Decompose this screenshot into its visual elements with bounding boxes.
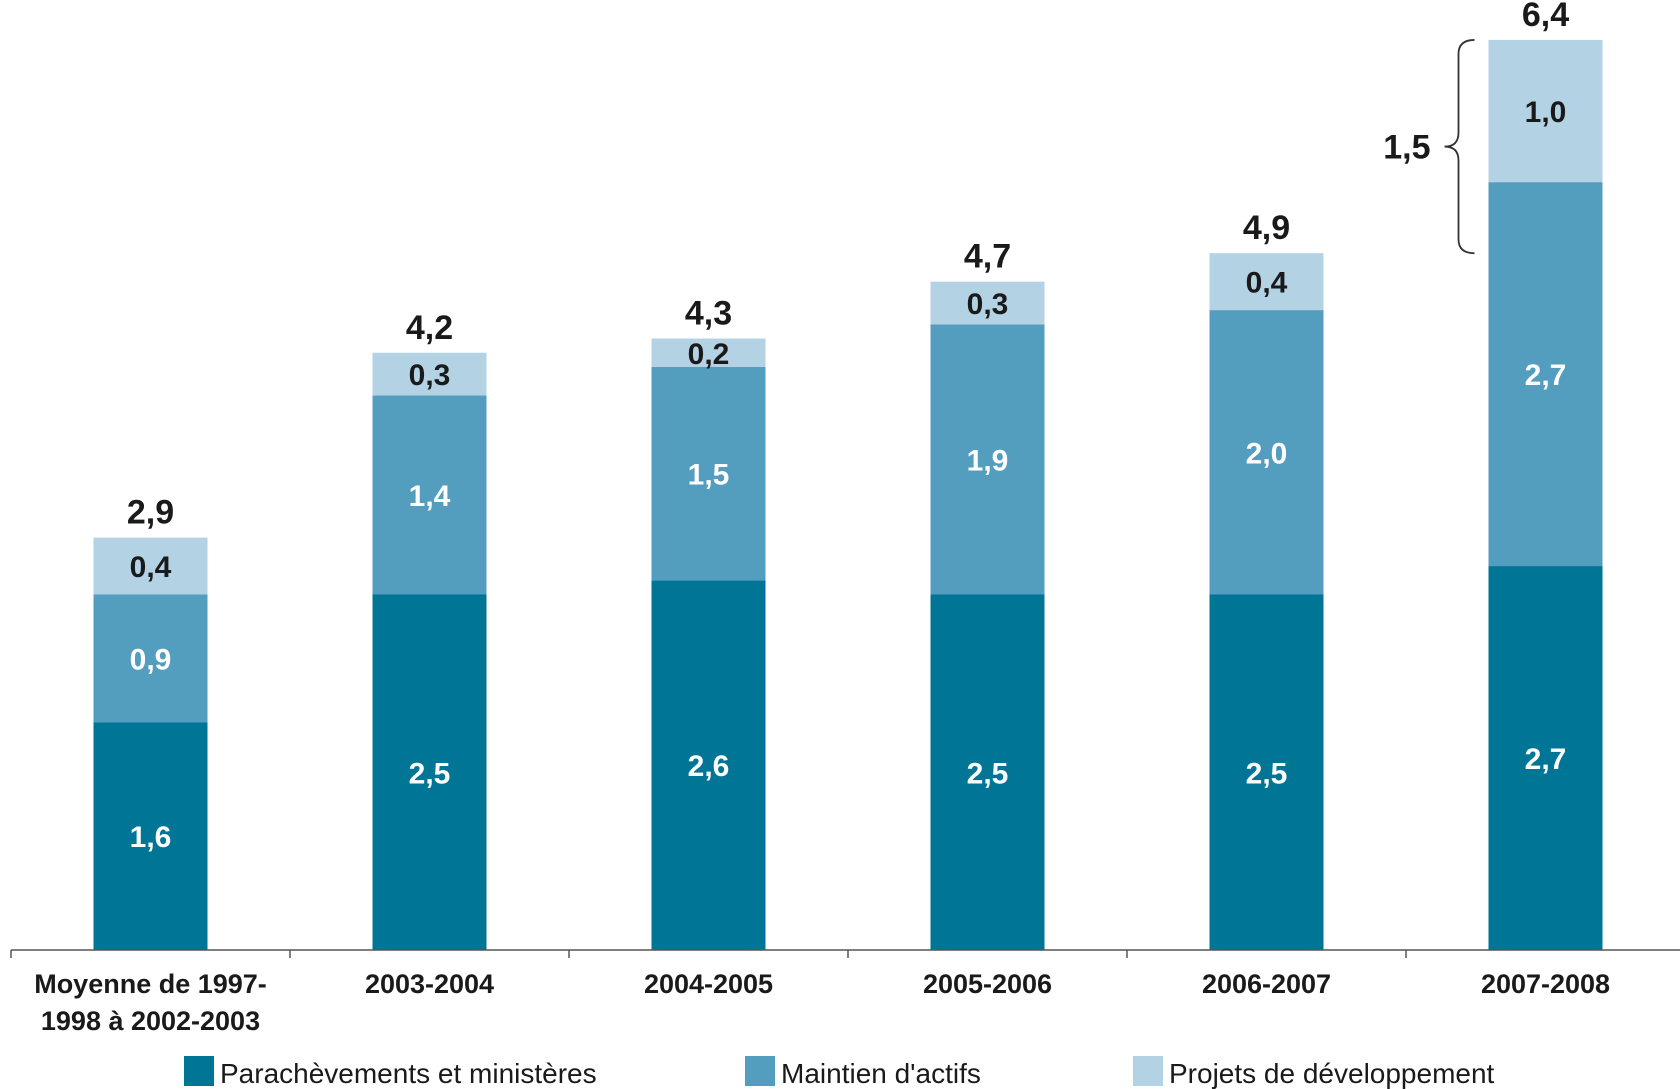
x-tick-label-c2: 2004-2005 xyxy=(644,969,773,999)
data-label-s2-c3: 0,3 xyxy=(967,288,1009,321)
total-label-c5: 6,4 xyxy=(1522,0,1569,34)
bar-seg-s0-c1 xyxy=(372,594,487,950)
bars-layer xyxy=(93,39,1603,950)
data-label-s1-c2: 1,5 xyxy=(688,459,730,492)
data-label-s2-c0: 0,4 xyxy=(130,551,172,584)
bar-seg-s0-c0 xyxy=(93,722,208,950)
x-tick-label-c5: 2007-2008 xyxy=(1481,969,1610,999)
bar-seg-s1-c3 xyxy=(930,324,1045,595)
data-label-s1-c5: 2,7 xyxy=(1525,359,1567,392)
brace-annotation-label: 1,5 xyxy=(1383,129,1430,167)
bar-seg-s0-c2 xyxy=(651,580,766,950)
total-label-c3: 4,7 xyxy=(964,238,1011,276)
legend-swatch-2 xyxy=(1133,1056,1163,1086)
data-label-s2-c2: 0,2 xyxy=(688,338,730,371)
total-label-c1: 4,2 xyxy=(406,309,453,347)
x-tick-label-c0-line0: Moyenne de 1997- xyxy=(34,969,267,999)
data-label-s1-c1: 1,4 xyxy=(409,480,451,513)
bar-seg-s2-c1 xyxy=(372,352,487,396)
annotation-layer: 1,5 xyxy=(1383,39,1475,255)
labels-layer: 1,6 0,9 0,4 2,9 2,5 1,4 0,3 4,2 2,6 1,5 0,2 4,3 2,5 1… xyxy=(127,0,1569,854)
brace-annotation xyxy=(1444,39,1475,255)
bar-seg-s1-c2 xyxy=(651,366,766,581)
x-tick-label-c3: 2005-2006 xyxy=(923,969,1052,999)
legend-label-2: Projets de développement xyxy=(1169,1058,1495,1089)
bar-seg-s2-c5 xyxy=(1488,39,1603,183)
bar-seg-s2-c4 xyxy=(1209,253,1324,311)
bar-seg-s1-c1 xyxy=(372,395,487,595)
bar-seg-s0-c3 xyxy=(930,594,1045,950)
bar-seg-s0-c5 xyxy=(1488,566,1603,950)
data-label-s0-c3: 2,5 xyxy=(967,757,1009,790)
bar-seg-s1-c5 xyxy=(1488,182,1603,567)
legend: Parachèvements et ministères Maintien d'a… xyxy=(184,1056,1495,1089)
data-label-s0-c0: 1,6 xyxy=(130,821,172,854)
data-label-s1-c0: 0,9 xyxy=(130,643,172,676)
legend-swatch-0 xyxy=(184,1056,214,1086)
bar-seg-s2-c0 xyxy=(93,537,208,595)
x-tick-label-c4: 2006-2007 xyxy=(1202,969,1331,999)
data-label-s2-c1: 0,3 xyxy=(409,359,451,392)
data-label-s0-c2: 2,6 xyxy=(688,750,730,783)
data-label-s1-c3: 1,9 xyxy=(967,444,1009,477)
data-label-s1-c4: 2,0 xyxy=(1246,437,1288,470)
legend-label-0: Parachèvements et ministères xyxy=(220,1058,597,1089)
x-axis: Moyenne de 1997- 1998 à 2002-2003 2003-200… xyxy=(10,949,1680,1036)
bar-seg-s0-c4 xyxy=(1209,594,1324,950)
data-label-s2-c4: 0,4 xyxy=(1246,267,1288,300)
total-label-c0: 2,9 xyxy=(127,494,174,532)
bar-seg-s1-c0 xyxy=(93,594,208,723)
x-tick-label-c0-line1: 1998 à 2002-2003 xyxy=(41,1006,260,1036)
bar-seg-s2-c2 xyxy=(651,338,766,367)
data-label-s0-c5: 2,7 xyxy=(1525,743,1567,776)
total-label-c4: 4,9 xyxy=(1243,209,1290,247)
x-tick-label-c1: 2003-2004 xyxy=(365,969,494,999)
data-label-s0-c4: 2,5 xyxy=(1246,757,1288,790)
legend-label-1: Maintien d'actifs xyxy=(781,1058,981,1089)
bar-seg-s2-c3 xyxy=(930,281,1045,325)
data-label-s0-c1: 2,5 xyxy=(409,757,451,790)
total-label-c2: 4,3 xyxy=(685,295,732,333)
legend-swatch-1 xyxy=(745,1056,775,1086)
data-label-s2-c5: 1,0 xyxy=(1525,96,1567,129)
bar-seg-s1-c4 xyxy=(1209,310,1324,595)
